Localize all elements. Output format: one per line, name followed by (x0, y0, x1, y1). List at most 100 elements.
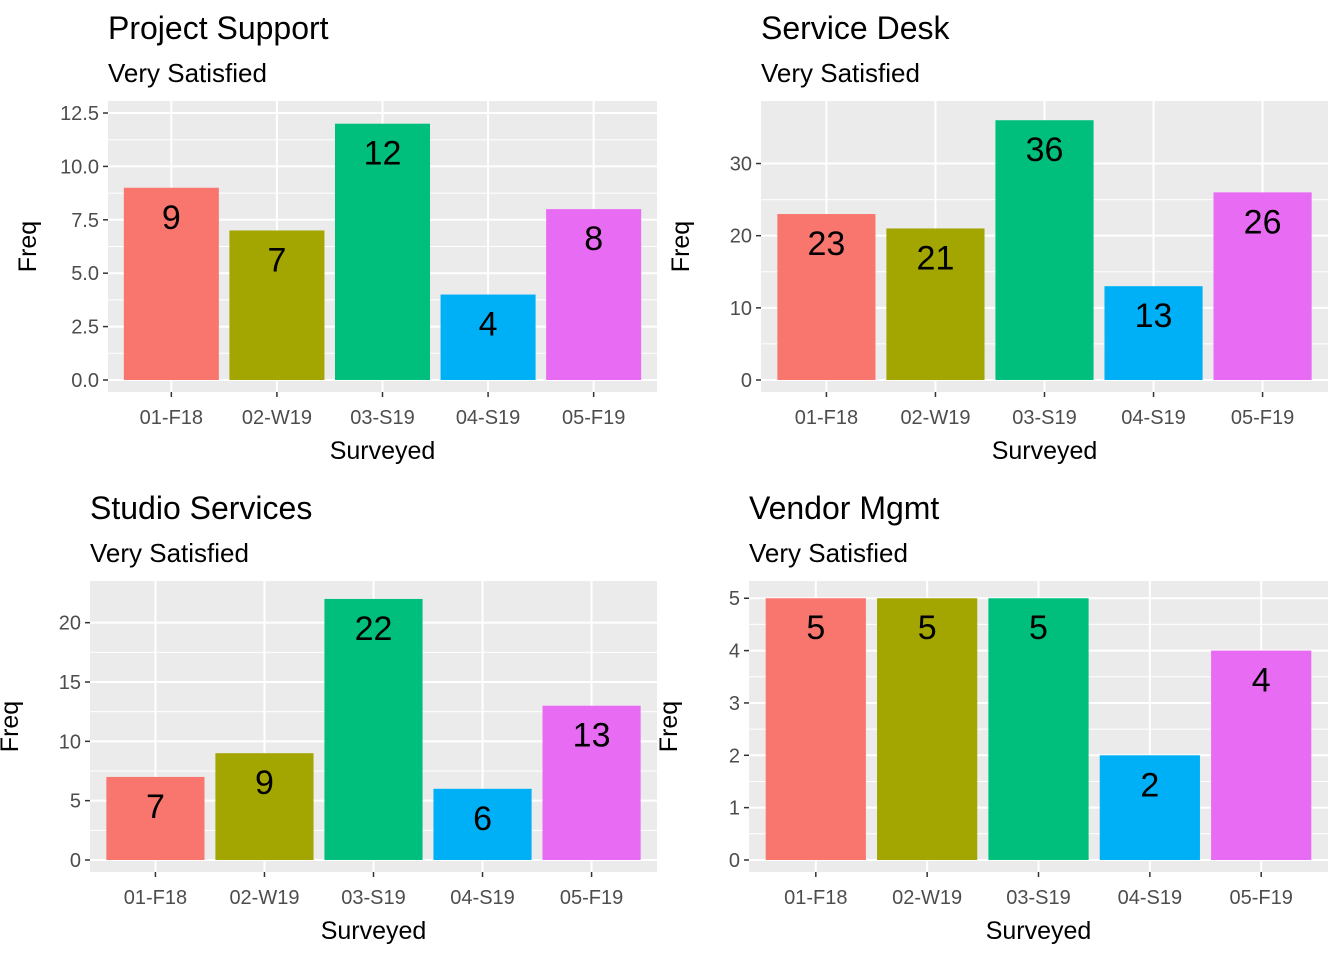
x-tick-label: 04-S19 (1121, 407, 1186, 429)
chart-subtitle: Very Satisfied (108, 58, 267, 88)
bar-value-label: 5 (1029, 609, 1048, 647)
bar (123, 187, 219, 380)
x-tick-label: 02-W19 (229, 887, 299, 909)
x-tick-label: 03-S19 (341, 887, 406, 909)
bar (1104, 286, 1203, 380)
y-tick-label: 1 (729, 798, 740, 820)
y-tick-label: 20 (730, 226, 752, 248)
bar-value-label: 12 (364, 135, 402, 173)
y-axis-title: Freq (14, 221, 42, 272)
y-tick-label: 10 (730, 298, 752, 320)
bar (433, 788, 532, 860)
y-axis-title: Freq (0, 701, 24, 752)
x-tick-label: 04-S19 (456, 407, 521, 429)
bar (106, 776, 205, 860)
chart-title: Vendor Mgmt (749, 490, 940, 526)
x-tick-label: 05-F19 (1231, 407, 1294, 429)
x-tick-label: 02-W19 (892, 887, 962, 909)
x-tick-label: 01-F18 (795, 407, 858, 429)
y-tick-label: 12.5 (60, 103, 99, 125)
bar-value-label: 13 (1135, 297, 1173, 335)
chart-subtitle: Very Satisfied (90, 538, 249, 568)
chart-title: Project Support (108, 10, 329, 46)
y-tick-label: 2.5 (71, 317, 99, 339)
bar (546, 209, 642, 380)
bar (1213, 192, 1312, 380)
bar (215, 753, 314, 860)
bar-value-label: 13 (573, 717, 611, 755)
chart-title: Studio Services (90, 490, 313, 526)
bar-value-label: 21 (917, 239, 955, 277)
y-tick-label: 3 (729, 693, 740, 715)
bar (229, 230, 325, 380)
bar (440, 294, 536, 380)
bar-value-label: 7 (267, 241, 286, 279)
x-tick-label: 04-S19 (1118, 887, 1183, 909)
y-axis-title: Freq (655, 701, 683, 752)
x-tick-label: 03-S19 (1012, 407, 1077, 429)
x-tick-label: 01-F18 (784, 887, 847, 909)
x-tick-label: 05-F19 (562, 407, 625, 429)
x-tick-label: 05-F19 (560, 887, 623, 909)
bar (1211, 650, 1312, 860)
y-tick-label: 7.5 (71, 210, 99, 232)
x-axis-title: Surveyed (992, 437, 1098, 465)
x-axis-title: Surveyed (330, 437, 436, 465)
bar-value-label: 5 (806, 609, 825, 647)
bar-value-label: 26 (1244, 203, 1282, 241)
x-tick-label: 04-S19 (450, 887, 515, 909)
bar (777, 214, 876, 380)
bar (1099, 755, 1200, 860)
bar-value-label: 2 (1140, 766, 1159, 804)
bar (542, 705, 641, 860)
bar-value-label: 7 (146, 788, 165, 826)
y-tick-label: 0.0 (71, 370, 99, 392)
bar-value-label: 22 (355, 610, 393, 648)
y-tick-label: 20 (59, 613, 81, 635)
bar-value-label: 9 (255, 764, 274, 802)
x-tick-label: 03-S19 (350, 407, 415, 429)
y-tick-label: 30 (730, 154, 752, 176)
chart-title: Service Desk (761, 10, 950, 46)
y-tick-label: 10.0 (60, 156, 99, 178)
y-tick-label: 5.0 (71, 263, 99, 285)
y-tick-label: 5 (729, 588, 740, 610)
y-tick-label: 0 (741, 370, 752, 392)
bar-value-label: 36 (1026, 131, 1064, 169)
x-tick-label: 03-S19 (1006, 887, 1071, 909)
x-axis-title: Surveyed (321, 917, 427, 945)
bar-value-label: 9 (162, 199, 181, 237)
bar-value-label: 4 (1252, 662, 1271, 700)
x-tick-label: 01-F18 (124, 887, 187, 909)
bar (334, 123, 431, 380)
y-tick-label: 5 (70, 791, 81, 813)
bar (765, 598, 866, 860)
bar (324, 598, 423, 860)
x-tick-label: 02-W19 (900, 407, 970, 429)
chart-subtitle: Very Satisfied (761, 58, 920, 88)
y-tick-label: 0 (729, 850, 740, 872)
x-tick-label: 02-W19 (242, 407, 312, 429)
bar-value-label: 8 (584, 220, 603, 258)
bar (877, 598, 978, 860)
bar-value-label: 4 (479, 306, 498, 344)
y-tick-label: 2 (729, 745, 740, 767)
bar (995, 120, 1094, 380)
y-tick-label: 4 (729, 641, 740, 663)
bar (886, 228, 985, 380)
x-tick-label: 01-F18 (140, 407, 203, 429)
y-tick-label: 10 (59, 731, 81, 753)
y-axis-title: Freq (667, 221, 695, 272)
bar-value-label: 5 (918, 609, 937, 647)
chart-subtitle: Very Satisfied (749, 538, 908, 568)
x-axis-title: Surveyed (986, 917, 1092, 945)
bar-value-label: 6 (473, 800, 492, 838)
y-tick-label: 15 (59, 672, 81, 694)
bar (988, 598, 1089, 860)
x-tick-label: 05-F19 (1230, 887, 1293, 909)
